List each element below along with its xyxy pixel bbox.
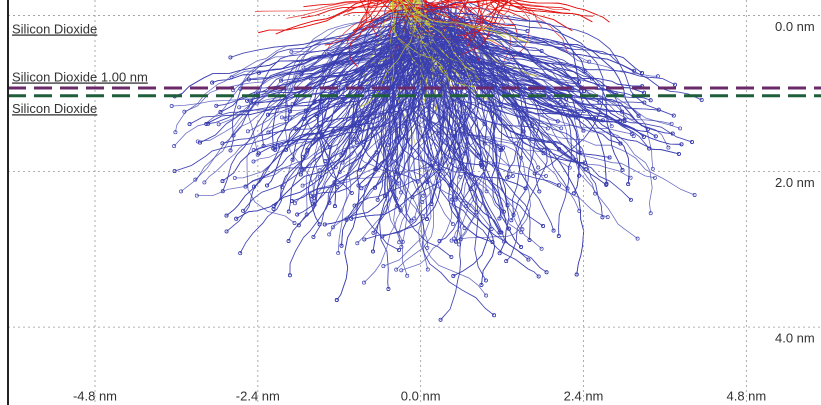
- layer-label: Silicon Dioxide: [12, 101, 97, 116]
- layer-label: Silicon Dioxide: [12, 21, 97, 36]
- y-tick-label: 4.0 nm: [775, 331, 815, 346]
- y-tick-label: 0.0 nm: [775, 19, 815, 34]
- layer-label: Silicon Dioxide 1.00 nm: [12, 69, 148, 84]
- x-tick-label: 2.4 nm: [564, 388, 604, 403]
- x-tick-label: 0.0 nm: [401, 388, 441, 403]
- x-tick-label: -2.4 nm: [236, 388, 280, 403]
- y-tick-label: 2.0 nm: [775, 175, 815, 190]
- x-tick-label: 4.8 nm: [726, 388, 766, 403]
- x-tick-label: -4.8 nm: [73, 388, 117, 403]
- chart: -4.8 nm -2.4 nm 0.0 nm 2.4 nm 4.8 nm 0.0 nm 2.…: [0, 0, 821, 405]
